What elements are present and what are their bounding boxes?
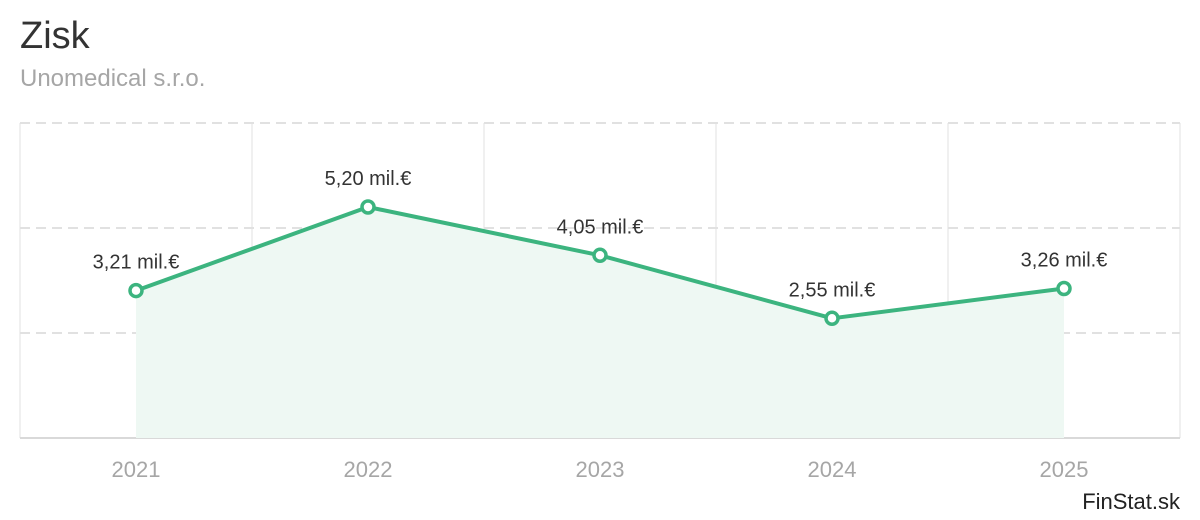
data-label: 2,55 mil.€ (789, 279, 876, 301)
x-axis-ticks: 2021 2022 2023 2024 2025 (112, 457, 1089, 482)
data-labels: 3,21 mil.€ 5,20 mil.€ 4,05 mil.€ 2,55 mil.€… (93, 168, 1108, 301)
credit-link[interactable]: FinStat.sk (1082, 489, 1180, 514)
chart-title: Zisk (20, 15, 90, 57)
area-fill (136, 207, 1064, 438)
data-label: 3,21 mil.€ (93, 252, 180, 274)
x-tick-label: 2023 (576, 457, 625, 482)
x-tick-label: 2022 (344, 457, 393, 482)
x-tick-label: 2025 (1040, 457, 1089, 482)
data-point (592, 247, 608, 264)
chart-subtitle: Unomedical s.r.o. (20, 65, 206, 92)
area-path (136, 207, 1064, 438)
data-points (128, 199, 1072, 327)
data-label: 3,26 mil.€ (1021, 249, 1108, 271)
data-point (824, 310, 840, 327)
data-label: 4,05 mil.€ (557, 216, 644, 238)
data-label: 5,20 mil.€ (325, 168, 412, 190)
x-tick-label: 2021 (112, 457, 161, 482)
data-point (360, 199, 376, 215)
x-tick-label: 2024 (808, 457, 857, 482)
data-point (1056, 280, 1072, 297)
data-point (128, 282, 144, 299)
